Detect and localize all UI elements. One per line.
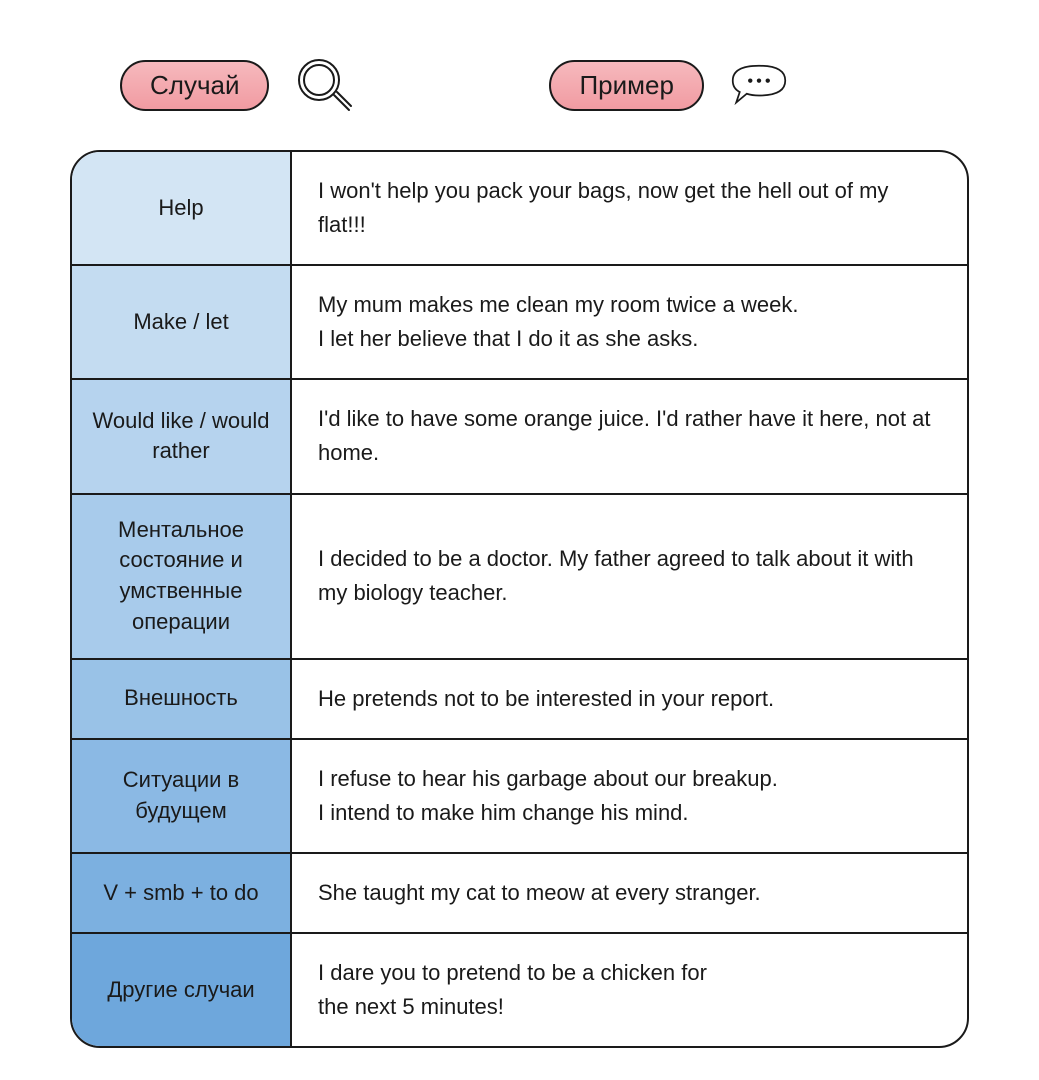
example-cell: He pretends not to be interested in your… <box>292 660 967 738</box>
table-row: Другие случаи I dare you to pretend to b… <box>72 934 967 1046</box>
example-cell: I decided to be a doctor. My father agre… <box>292 495 967 658</box>
table-row: Make / let My mum makes me clean my room… <box>72 266 967 380</box>
example-cell: I'd like to have some orange juice. I'd … <box>292 380 967 492</box>
case-cell: Would like / would rather <box>72 380 292 492</box>
example-pill: Пример <box>549 60 703 111</box>
table-row: Внешность He pretends not to be interest… <box>72 660 967 740</box>
case-cell: Внешность <box>72 660 292 738</box>
case-cell: Make / let <box>72 266 292 378</box>
case-label: Случай <box>150 70 239 100</box>
case-cell: Help <box>72 152 292 264</box>
table-row: V + smb + to do She taught my cat to meo… <box>72 854 967 934</box>
header: Случай Пример <box>0 0 1039 140</box>
example-cell: My mum makes me clean my room twice a we… <box>292 266 967 378</box>
example-cell: I dare you to pretend to be a chicken fo… <box>292 934 967 1046</box>
table-row: Ментальное состояние и умственные операц… <box>72 495 967 660</box>
example-label: Пример <box>579 70 673 100</box>
case-cell: Другие случаи <box>72 934 292 1046</box>
speech-bubble-icon <box>724 50 794 120</box>
case-pill: Случай <box>120 60 269 111</box>
example-cell: I refuse to hear his garbage about our b… <box>292 740 967 852</box>
case-cell: Ситуации в будущем <box>72 740 292 852</box>
example-cell: I won't help you pack your bags, now get… <box>292 152 967 264</box>
magnifier-icon <box>289 50 359 120</box>
case-cell: V + smb + to do <box>72 854 292 932</box>
example-cell: She taught my cat to meow at every stran… <box>292 854 967 932</box>
table-row: Help I won't help you pack your bags, no… <box>72 152 967 266</box>
grammar-table: Help I won't help you pack your bags, no… <box>70 150 969 1048</box>
table-row: Ситуации в будущем I refuse to hear his … <box>72 740 967 854</box>
case-cell: Ментальное состояние и умственные операц… <box>72 495 292 658</box>
table-row: Would like / would rather I'd like to ha… <box>72 380 967 494</box>
